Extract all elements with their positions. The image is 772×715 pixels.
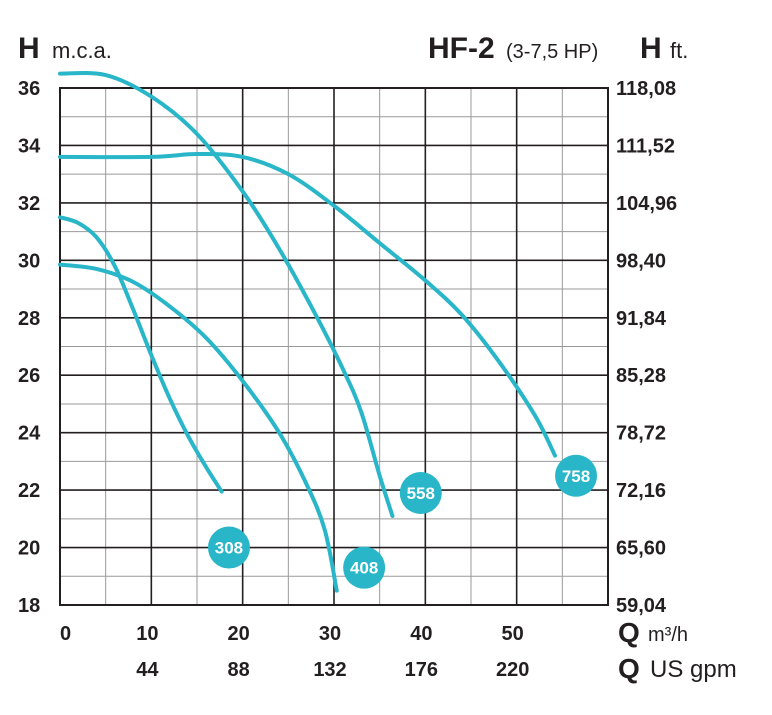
x-axis-unit: m³/h	[648, 624, 688, 646]
x2-tick-label: 220	[496, 659, 529, 681]
y-tick-label: 36	[18, 78, 40, 100]
x-tick-label: 40	[410, 623, 432, 645]
badge-408	[343, 546, 386, 589]
left-axis-unit: m.c.a.	[52, 38, 112, 63]
y-tick-label: 22	[18, 480, 40, 502]
y-tick-label: 30	[18, 250, 40, 272]
y2-tick-label: 104,96	[616, 193, 677, 215]
x-tick-labels-gpm: 44 88 132 176 220	[136, 659, 529, 681]
x-tick-label: 10	[136, 623, 158, 645]
curve-758	[58, 152, 558, 458]
y2-tick-label: 65,60	[616, 538, 666, 560]
performance-curves	[58, 71, 558, 593]
y-tick-label: 20	[18, 538, 40, 560]
plot-frame	[59, 87, 609, 606]
badge-758	[555, 454, 598, 497]
y-tick-label: 32	[18, 193, 40, 215]
y2-tick-label: 111,52	[616, 135, 675, 157]
x2-tick-label: 132	[313, 659, 346, 681]
x2-tick-label: 88	[228, 659, 250, 681]
y2-tick-label: 78,72	[616, 423, 666, 445]
y2-tick-label: 85,28	[616, 365, 666, 387]
badge-label-558: 558	[407, 484, 435, 503]
badge-558	[399, 471, 442, 514]
badge-308	[207, 526, 250, 569]
badge-label-408: 408	[350, 559, 378, 578]
curve-badges: 308 408 558 758	[207, 454, 598, 589]
y-tick-labels-left: 18 20 22 24 26 28 30 32 34 36	[18, 78, 41, 617]
y-tick-label: 26	[18, 365, 40, 387]
model-title: HF-2	[428, 32, 495, 65]
y-tick-label: 18	[18, 595, 40, 617]
x-tick-label: 30	[319, 623, 341, 645]
x2-axis-unit: US gpm	[650, 656, 737, 683]
y2-tick-label: 72,16	[616, 480, 666, 502]
right-axis-unit: ft.	[670, 38, 688, 63]
badge-label-308: 308	[215, 539, 243, 558]
y-tick-label: 34	[18, 135, 41, 157]
y2-tick-label: 98,40	[616, 250, 666, 272]
x-tick-label: 50	[502, 623, 524, 645]
x-axis-symbol: Q	[618, 617, 640, 648]
y2-tick-label: 91,84	[616, 308, 667, 330]
x2-tick-label: 44	[136, 659, 159, 681]
x-tick-label: 0	[60, 623, 71, 645]
power-range: (3-7,5 HP)	[506, 41, 598, 63]
y-tick-labels-right: 59,04 65,60 72,16 78,72 85,28 91,84 98,40 104,9…	[616, 78, 677, 617]
y2-tick-label: 118,08	[616, 78, 676, 100]
y2-tick-label: 59,04	[616, 595, 667, 617]
y-tick-label: 24	[18, 423, 41, 445]
curve-558	[58, 71, 395, 518]
badge-label-758: 758	[562, 467, 590, 486]
x2-axis-symbol: Q	[618, 653, 640, 684]
curve-308	[58, 215, 224, 494]
y-tick-label: 28	[18, 308, 40, 330]
x-tick-labels-m3h: 0 10 20 30 40 50	[60, 623, 524, 645]
curve-408	[58, 262, 339, 593]
x2-tick-label: 176	[405, 659, 438, 681]
right-axis-symbol: H	[640, 32, 662, 65]
left-axis-symbol: H	[18, 32, 40, 65]
x-tick-label: 20	[228, 623, 250, 645]
